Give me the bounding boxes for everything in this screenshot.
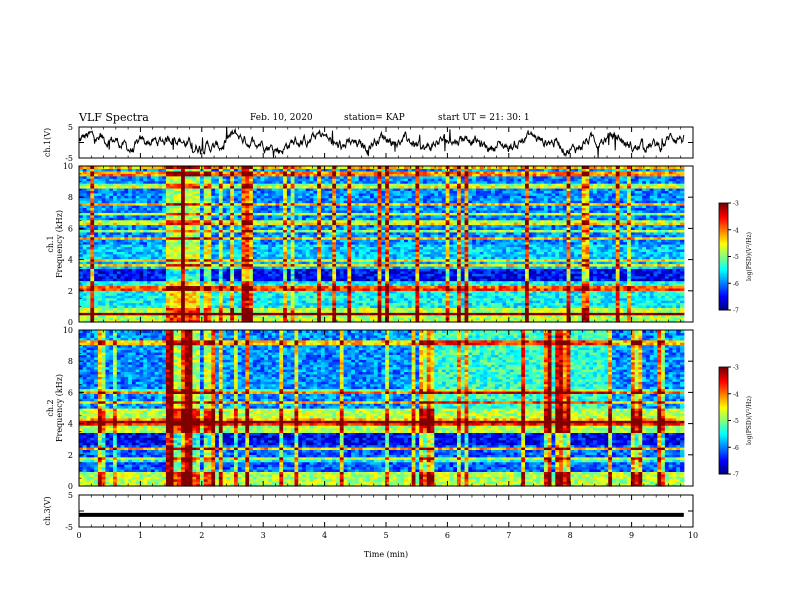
y-axis-label: ch.1(V) <box>43 128 52 157</box>
y-tick-label: 5 <box>68 123 73 132</box>
vlf-figure: 5-5ch.1(V)0246810ch.1 Frequency (kHz)-3-4… <box>0 0 792 612</box>
ch1-trace <box>79 127 684 157</box>
ch1-waveform-panel: 5-5ch.1(V) <box>43 123 693 163</box>
